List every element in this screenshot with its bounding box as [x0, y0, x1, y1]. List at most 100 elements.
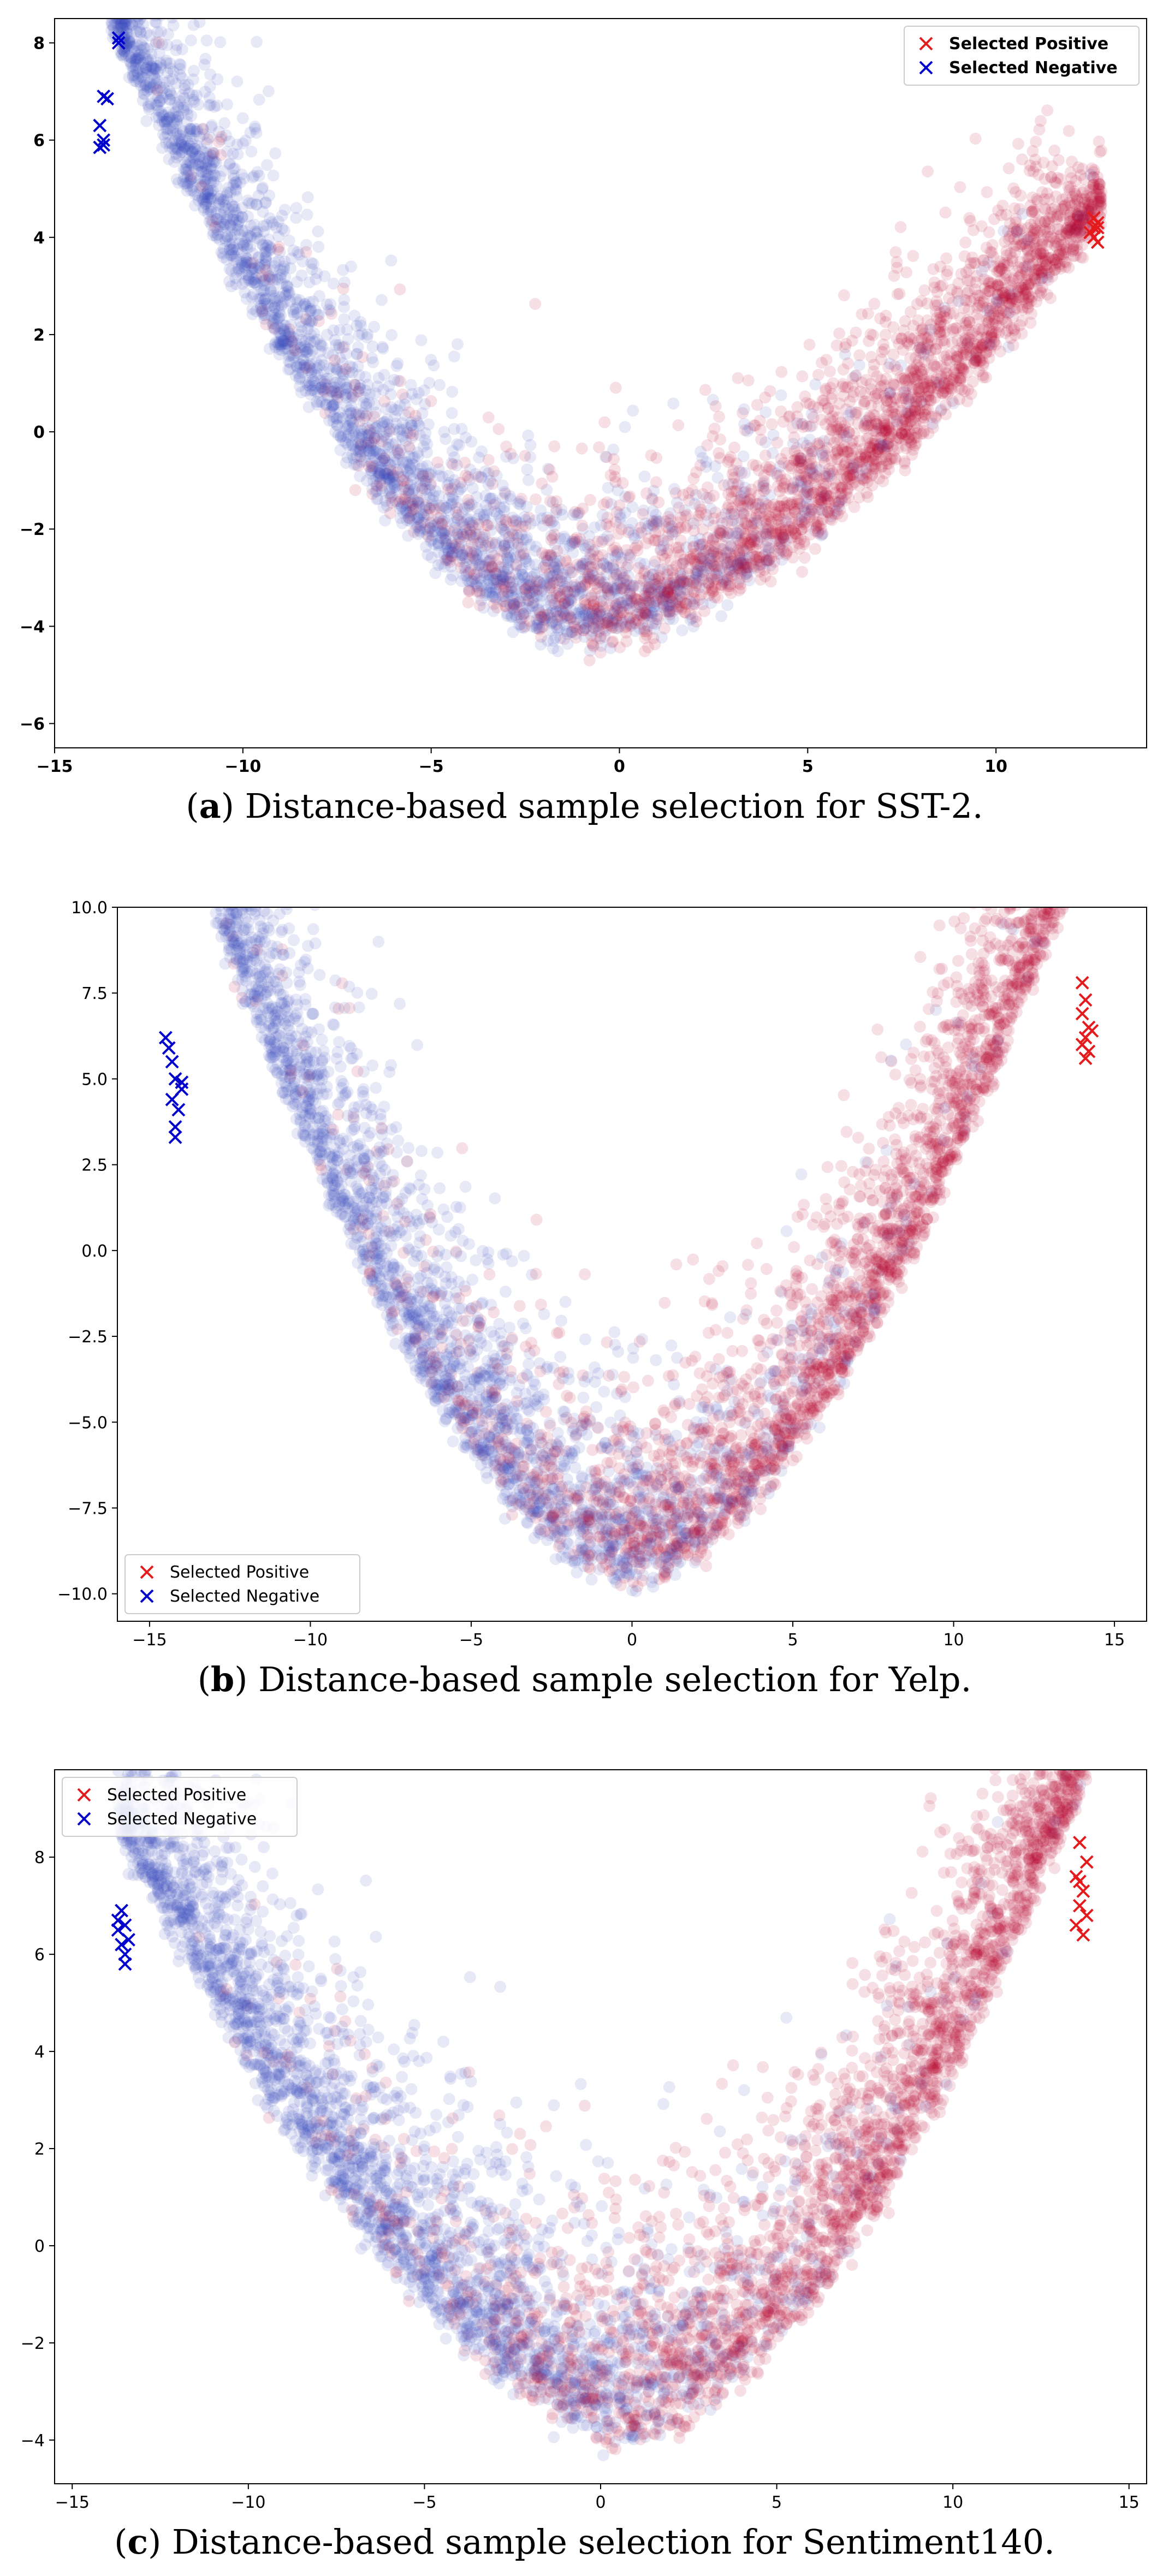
- caption-text-a: Distance-based sample selection for SST-…: [245, 786, 983, 826]
- legend-label-positive: Selected Positive: [107, 1786, 246, 1805]
- x-tick-label: 10: [984, 757, 1007, 776]
- scatter-plot-b: −15 −10 −5 0 5 10 15 −10.0 −7.5 −5.0 −2.5 0.0 2.5 5.0…: [57, 899, 1147, 1650]
- x-tick-label: −15: [37, 757, 73, 776]
- selected-positive-point: [1079, 1855, 1094, 1869]
- selected-negative-point: [118, 1957, 132, 1971]
- y-tick-label: 2: [34, 2140, 45, 2159]
- legend-label-negative: Selected Negative: [170, 1587, 319, 1606]
- legend: Selected Positive Selected Negative: [904, 26, 1140, 86]
- selected-positive-point: [1073, 1836, 1087, 1849]
- selected-negative-point: [111, 36, 126, 50]
- x-tick-label: 0: [614, 757, 625, 776]
- selected-negative-point: [115, 1903, 128, 1918]
- selected-positive-point: [1090, 221, 1105, 235]
- x-tick-label: −5: [412, 2493, 436, 2512]
- selected-positive-point: [1082, 1044, 1096, 1058]
- legend-box: [124, 1554, 360, 1614]
- chart-panel-b: −15 −10 −5 0 5 10 15 −10.0 −7.5 −5.0 −2.5 0.0 2.5 5.0…: [0, 873, 1169, 1725]
- selected-negative-point: [111, 31, 126, 45]
- legend-box: [62, 1777, 298, 1837]
- selected-negative-point: [158, 1031, 173, 1045]
- point-cloud: [105, 19, 1108, 667]
- x-tick-label: −15: [132, 1631, 167, 1650]
- x-tick-label: −15: [55, 2493, 90, 2512]
- selected-negative-point: [111, 1913, 125, 1927]
- selected-negative-point: [168, 1072, 182, 1086]
- x-tick-label: −5: [459, 1631, 483, 1650]
- legend-label-positive: Selected Positive: [170, 1563, 309, 1582]
- selected-positive-point: [1090, 235, 1105, 249]
- legend-marker-negative: [140, 1589, 154, 1603]
- x-tick-label: −5: [419, 757, 444, 776]
- x-tick-label: −10: [231, 2493, 265, 2512]
- y-tick-label: 6: [34, 1946, 45, 1965]
- x-tick-label: 10: [943, 1631, 964, 1650]
- y-tick-label: 7.5: [81, 984, 108, 1003]
- y-tick-label: 10.0: [71, 899, 108, 918]
- y-tick-label: 5.0: [81, 1070, 108, 1089]
- selected-negative-point: [111, 1923, 125, 1937]
- x-tick-label: 15: [1104, 1631, 1125, 1650]
- y-tick-label: 4: [33, 229, 45, 248]
- caption-label-a: a: [199, 786, 221, 826]
- x-tick-label: 5: [772, 2493, 782, 2512]
- selected-positive-point: [1075, 1007, 1089, 1021]
- legend-box: [904, 26, 1140, 86]
- selected-negative-point: [165, 1092, 179, 1106]
- legend-marker-negative: [919, 61, 933, 75]
- selected-negative-point: [118, 1947, 132, 1961]
- scatter-plot-c: −15 −10 −5 0 5 10 15 −4 −2 0 2 4 6 8 Selected Positive…: [21, 1769, 1147, 2512]
- point-cloud: [112, 1770, 1093, 2461]
- x-tick-label: 5: [787, 1631, 798, 1650]
- selected-positive-point: [1073, 1875, 1087, 1889]
- y-tick-label: −7.5: [68, 1499, 108, 1518]
- y-tick-label: −4: [20, 617, 45, 636]
- y-tick-label: 0.0: [81, 1242, 108, 1261]
- caption-b: (b) Distance-based sample selection for …: [197, 1659, 972, 1699]
- y-tick-label: −4: [21, 2431, 45, 2450]
- selected-positive-point: [1078, 993, 1093, 1007]
- selected-negative-point: [122, 1933, 135, 1947]
- selected-samples: [158, 975, 1099, 1144]
- selected-negative-point: [118, 1918, 132, 1932]
- selected-negative-point: [100, 92, 114, 106]
- legend-marker-positive: [140, 1565, 154, 1579]
- y-tick-label: 8: [33, 34, 45, 53]
- selected-positive-point: [1073, 1899, 1087, 1913]
- y-tick-label: 2.5: [81, 1156, 108, 1175]
- y-tick-label: −2.5: [68, 1328, 108, 1347]
- y-tick-label: −6: [20, 715, 45, 734]
- x-tick-label: 5: [802, 757, 814, 776]
- x-tick-label: 15: [1119, 2493, 1140, 2512]
- selected-negative-point: [168, 1120, 182, 1134]
- scatter-plot-a: −15 −10 −5 0 5 10 −6 −4 −2 0 2 4 6 8 Selected Positive…: [20, 18, 1147, 776]
- legend-label-positive: Selected Positive: [949, 34, 1108, 53]
- y-tick-label: 0: [33, 423, 45, 442]
- y-tick-label: −10.0: [57, 1585, 108, 1604]
- caption-label-b: b: [210, 1659, 235, 1699]
- y-tick-label: 0: [34, 2237, 45, 2256]
- selected-negative-point: [162, 1041, 176, 1055]
- legend-label-negative: Selected Negative: [949, 58, 1118, 78]
- selected-samples: [93, 31, 1105, 249]
- y-tick-label: −5.0: [68, 1413, 108, 1432]
- x-tick-label: −10: [293, 1631, 328, 1650]
- caption-text-c: Distance-based sample selection for Sent…: [172, 2522, 1055, 2562]
- selected-positive-point: [1087, 221, 1101, 235]
- selected-positive-point: [1076, 1884, 1090, 1898]
- y-tick-label: 2: [33, 326, 45, 345]
- selected-negative-point: [115, 1937, 128, 1952]
- caption-c: (c) Distance-based sample selection for …: [114, 2522, 1055, 2562]
- x-tick-label: 10: [942, 2493, 963, 2512]
- legend-marker-positive: [77, 1788, 91, 1802]
- x-tick-label: 0: [627, 1631, 637, 1650]
- selected-positive-point: [1079, 1908, 1094, 1923]
- selected-samples: [111, 1836, 1094, 1971]
- selected-positive-point: [1078, 1051, 1093, 1066]
- legend: Selected Positive Selected Negative: [62, 1777, 298, 1837]
- legend-marker-positive: [919, 37, 933, 51]
- selected-positive-point: [1075, 975, 1089, 990]
- y-tick-label: −2: [21, 2334, 45, 2353]
- legend-label-negative: Selected Negative: [107, 1810, 257, 1829]
- chart-panel-c: −15 −10 −5 0 5 10 15 −4 −2 0 2 4 6 8 Selected Positive…: [0, 1736, 1169, 2576]
